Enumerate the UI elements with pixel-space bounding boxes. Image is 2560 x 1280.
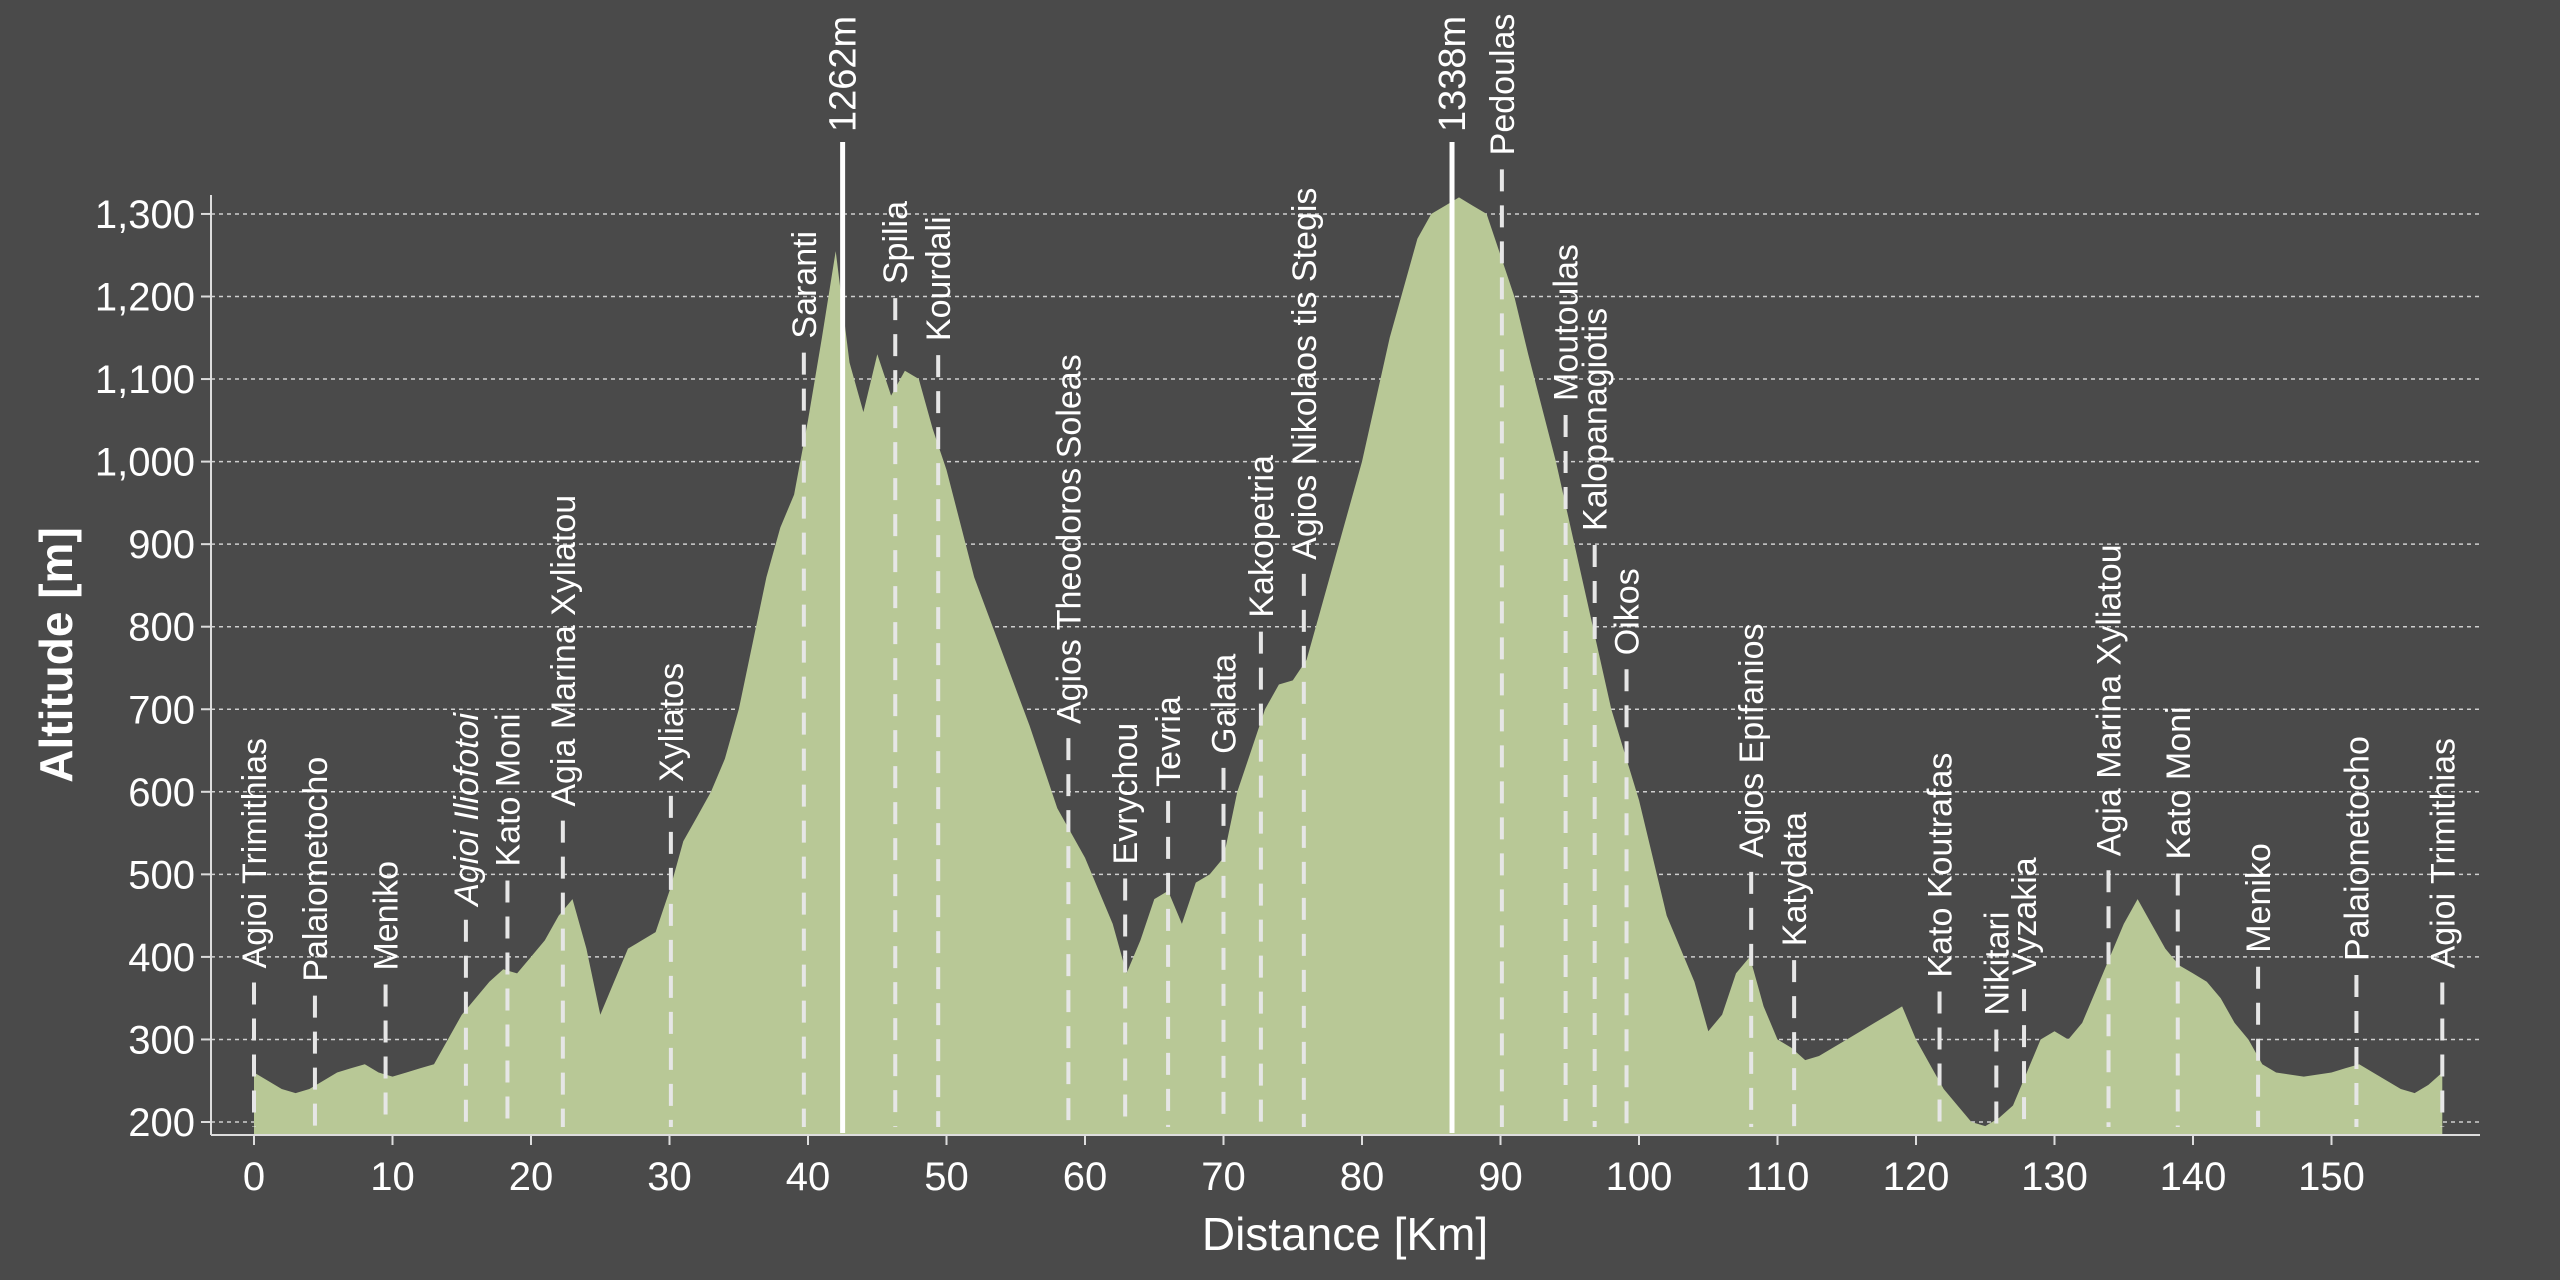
waypoint-label: Agios Epifanios bbox=[1733, 623, 1771, 857]
waypoint-label: Agioi Trimithias bbox=[236, 738, 274, 969]
waypoint-label: Vyzakia bbox=[2006, 857, 2044, 975]
x-tick-label: 10 bbox=[370, 1155, 415, 1199]
waypoint-label: Meniko bbox=[368, 861, 406, 971]
y-tick-label: 1,000 bbox=[95, 441, 195, 485]
y-tick-label: 300 bbox=[128, 1018, 195, 1062]
waypoint-label: Agioi Trimithias bbox=[2424, 738, 2462, 969]
peak-label: 1262m bbox=[823, 16, 865, 132]
waypoint-label: Xyliatos bbox=[653, 663, 691, 782]
waypoint-label: Kalopanagiotis bbox=[1577, 308, 1615, 531]
y-tick-label: 600 bbox=[128, 771, 195, 815]
waypoint-label: Evrychou bbox=[1107, 723, 1145, 865]
waypoint-label: Kato Koutrafas bbox=[1922, 753, 1960, 978]
x-tick-label: 50 bbox=[924, 1155, 969, 1199]
x-tick-label: 130 bbox=[2021, 1155, 2088, 1199]
x-tick-label: 40 bbox=[786, 1155, 831, 1199]
axes bbox=[210, 195, 2480, 1136]
y-tick-labels: 200 300 400 500 600 700 800 900 1,000 1,100 1,200 1… bbox=[95, 193, 211, 1145]
x-axis-label: Distance [Km] bbox=[1202, 1208, 1488, 1260]
waypoint-label: Agioi Iliofotoi bbox=[448, 712, 486, 908]
x-tick-label: 120 bbox=[1883, 1155, 1950, 1199]
y-tick-label: 700 bbox=[128, 688, 195, 732]
x-tick-label: 150 bbox=[2298, 1155, 2365, 1199]
waypoint-label: Spilia bbox=[877, 201, 915, 284]
waypoint-label: Kato Moni bbox=[489, 713, 527, 866]
peak-markers: 1262m 1338m bbox=[823, 16, 1474, 1133]
y-tick-label: 500 bbox=[128, 853, 195, 897]
x-tick-label: 30 bbox=[647, 1155, 692, 1199]
x-tick-label: 80 bbox=[1340, 1155, 1385, 1199]
waypoint-label: Nikitari bbox=[1978, 912, 2016, 1016]
x-tick-label: 140 bbox=[2160, 1155, 2227, 1199]
y-tick-label: 900 bbox=[128, 523, 195, 567]
y-tick-label: 800 bbox=[128, 606, 195, 650]
y-tick-label: 1,200 bbox=[95, 276, 195, 320]
waypoint-label: Saranti bbox=[786, 231, 824, 339]
waypoint-label: Kakopetria bbox=[1243, 455, 1281, 618]
waypoint-label: Agia Marina Xyliatou bbox=[2091, 544, 2129, 856]
x-tick-label: 90 bbox=[1478, 1155, 1523, 1199]
waypoint-label: Kato Moni bbox=[2160, 706, 2198, 859]
x-tick-labels: 0 10 20 30 40 50 60 70 80 90 100 110 120 130 140 150 bbox=[243, 1135, 2365, 1199]
waypoint-label: Moutoulas bbox=[1548, 244, 1586, 401]
waypoint-label: Kourdali bbox=[920, 216, 958, 341]
waypoint-label: Oikos bbox=[1609, 568, 1647, 655]
waypoint-label: Tevria bbox=[1150, 696, 1188, 787]
x-tick-label: 110 bbox=[1746, 1155, 1810, 1199]
y-tick-label: 400 bbox=[128, 936, 195, 980]
y-tick-label: 200 bbox=[128, 1101, 195, 1145]
waypoint-label: Agia Marina Xyliatou bbox=[545, 495, 583, 807]
x-tick-label: 100 bbox=[1606, 1155, 1673, 1199]
waypoint-label: Pedoulas bbox=[1484, 14, 1522, 156]
y-tick-label: 1,300 bbox=[95, 193, 195, 237]
x-tick-label: 70 bbox=[1201, 1155, 1246, 1199]
elevation-area bbox=[254, 197, 2443, 1135]
waypoint-label: Agios Nikolaos tis Stegis bbox=[1286, 188, 1324, 560]
waypoint-label: Galata bbox=[1206, 654, 1244, 754]
waypoint-label: Palaiometocho bbox=[2338, 736, 2376, 961]
waypoint-label: Agios Theodoros Soleas bbox=[1050, 354, 1088, 724]
x-tick-label: 20 bbox=[509, 1155, 554, 1199]
y-axis-label: Altitude [m] bbox=[30, 527, 82, 783]
x-tick-label: 60 bbox=[1063, 1155, 1108, 1199]
waypoint-label: Palaiometocho bbox=[297, 757, 335, 982]
waypoint-label: Meniko bbox=[2240, 843, 2278, 953]
x-tick-label: 0 bbox=[243, 1155, 265, 1199]
y-tick-label: 1,100 bbox=[95, 358, 195, 402]
peak-label: 1338m bbox=[1432, 16, 1474, 132]
waypoint-label: Katydata bbox=[1776, 812, 1814, 946]
waypoint-markers: Agioi Trimithias Palaiometocho Meniko Agioi… bbox=[236, 14, 2462, 1127]
